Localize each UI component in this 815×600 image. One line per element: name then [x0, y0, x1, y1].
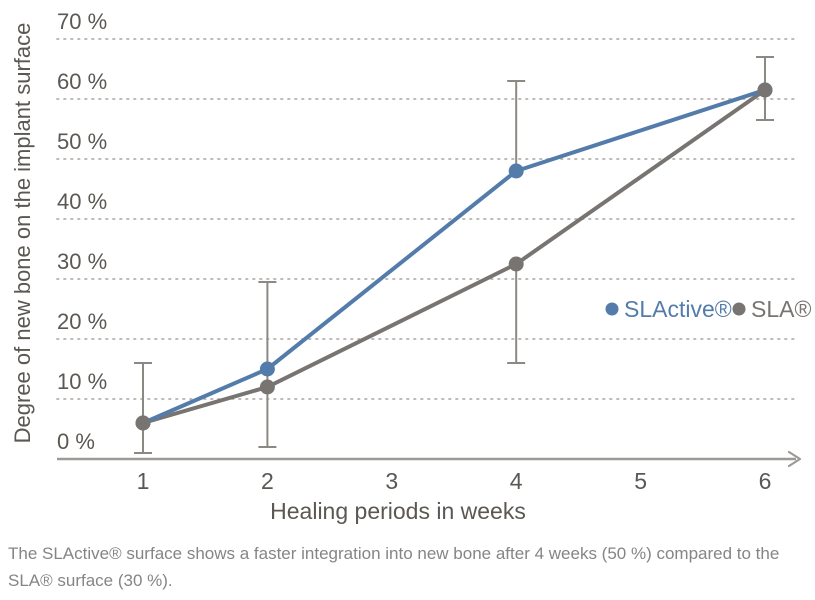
legend-marker-slactive: [605, 302, 619, 316]
y-tick-label-40: 40 %: [57, 189, 107, 214]
legend-label-slactive: SLActive®: [624, 296, 732, 322]
data-point-sla-week-6: [757, 82, 773, 98]
x-tick-label-5: 5: [634, 468, 647, 494]
data-point-sla-week-4: [508, 256, 524, 272]
y-tick-label-60: 60 %: [57, 69, 107, 94]
data-point-sla-week-2: [259, 379, 275, 395]
data-point-slactive-week-2: [259, 361, 275, 377]
y-tick-label-70: 70 %: [57, 9, 107, 34]
legend: SLActive® SLA®: [605, 296, 811, 322]
x-axis-title: Healing periods in weeks: [270, 498, 526, 524]
x-axis-arrow-icon: [787, 450, 802, 468]
data-point-slactive-week-4: [508, 163, 524, 179]
y-axis-title: Degree of new bone on the implant surfac…: [10, 23, 35, 444]
legend-label-sla: SLA®: [751, 296, 811, 322]
chart-plot-area: 0 % 10 % 20 % 30 % 40 % 50 % 60 % 70 % 1 2 3 4 5 6: [56, 9, 802, 494]
series-line-slactive: [142, 88, 766, 425]
legend-marker-sla: [732, 302, 746, 316]
y-tick-label-20: 20 %: [57, 309, 107, 334]
caption-line-1: The SLActive® surface shows a faster int…: [8, 544, 780, 563]
x-tick-label-6: 6: [759, 468, 772, 494]
x-tick-label-1: 1: [137, 468, 150, 494]
y-tick-label-10: 10 %: [57, 369, 107, 394]
data-point-sla-week-1: [135, 415, 151, 431]
x-tick-label-3: 3: [385, 468, 398, 494]
x-tick-label-2: 2: [261, 468, 274, 494]
y-tick-label-30: 30 %: [57, 249, 107, 274]
x-tick-label-4: 4: [510, 468, 523, 494]
figure-caption: The SLActive® surface shows a faster int…: [8, 540, 813, 594]
bone-integration-figure: 0 % 10 % 20 % 30 % 40 % 50 % 60 % 70 % 1 2 3 4 5 6 He…: [8, 9, 811, 590]
caption-line-2: SLA® surface (30 %).: [8, 571, 173, 590]
y-tick-label-50: 50 %: [57, 129, 107, 154]
series-line-sla: [142, 88, 767, 425]
chart-canvas: 0 % 10 % 20 % 30 % 40 % 50 % 60 % 70 % 1 2 3 4 5 6 He…: [10, 9, 811, 524]
y-tick-label-0: 0 %: [57, 429, 95, 454]
